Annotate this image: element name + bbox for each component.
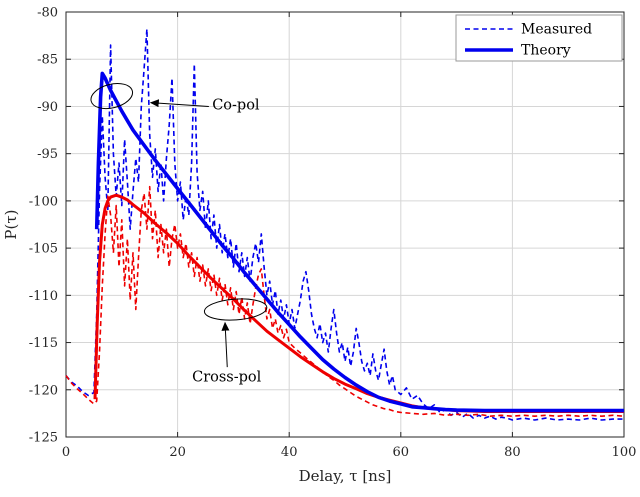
cross-pol-ellipse (203, 298, 268, 321)
co-pol-arrow (149, 99, 209, 108)
y-tick-label: -95 (37, 147, 58, 162)
x-tick-label: 60 (393, 445, 410, 460)
annotation-cross-pol: Cross-pol (192, 298, 268, 385)
co-pol-label: Co-pol (212, 97, 260, 113)
annotation-co-pol: Co-pol (90, 83, 260, 113)
x-tick-label: 40 (281, 445, 298, 460)
y-tick-label: -80 (37, 6, 58, 21)
y-axis-label: P(τ) (2, 209, 20, 239)
x-tick-label: 100 (612, 445, 637, 460)
co-pol-ellipse (90, 83, 134, 110)
x-tick-label: 80 (504, 445, 521, 460)
y-tick-label: -90 (37, 100, 58, 115)
y-tick-label: -125 (29, 431, 58, 446)
cross-pol-arrow (221, 321, 230, 368)
axes-box (65, 11, 625, 438)
y-tick-label: -100 (29, 194, 58, 209)
y-tick-label: -105 (29, 242, 58, 257)
x-tick-label: 20 (169, 445, 186, 460)
series-measured-cross-pol (65, 185, 625, 418)
series-measured-co-pol (65, 28, 624, 421)
cross-pol-label: Cross-pol (192, 369, 262, 385)
y-tick-label: -85 (37, 53, 58, 68)
x-axis-label: Delay, τ [ns] (299, 467, 392, 485)
x-tick-label: 0 (62, 445, 70, 460)
y-tick-label: -120 (29, 383, 58, 398)
y-tick-label: -115 (29, 336, 58, 351)
legend-label-theory: Theory (521, 43, 571, 59)
legend-box (455, 14, 623, 62)
y-tick-label: -110 (29, 289, 58, 304)
legend: Measured Theory (455, 14, 623, 62)
series-theory-co-pol (94, 71, 624, 413)
legend-label-measured: Measured (521, 22, 592, 38)
